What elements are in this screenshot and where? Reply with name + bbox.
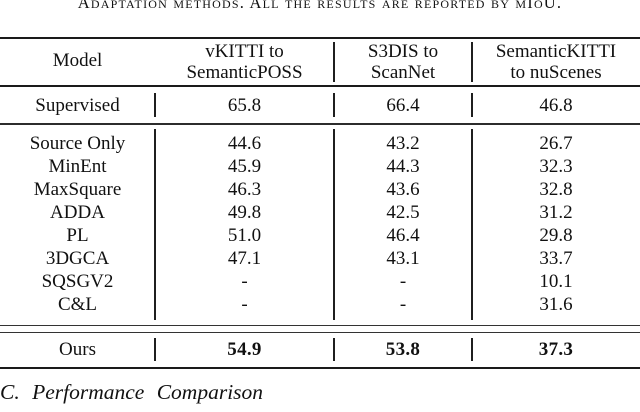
cell-value: 44.6 bbox=[227, 133, 262, 154]
table-row: C&L - - 31.6 bbox=[0, 293, 640, 316]
double-rule-bottom bbox=[0, 331, 640, 333]
cell-value: 66.4 bbox=[386, 94, 420, 116]
row-label: SQSGV2 bbox=[41, 271, 114, 292]
cell-value-bold: 53.8 bbox=[385, 339, 421, 360]
column-divider bbox=[471, 42, 473, 82]
cell-value-bold: 37.3 bbox=[538, 339, 574, 360]
table-row: PL 51.0 46.4 29.8 bbox=[0, 224, 640, 247]
cell-value: 32.8 bbox=[539, 179, 573, 200]
cell-value: - bbox=[241, 294, 248, 315]
column-divider bbox=[333, 129, 335, 320]
cell-value: - bbox=[399, 271, 407, 292]
cell-value: 10.1 bbox=[539, 271, 573, 292]
header-col2-line2: SemanticPOSS bbox=[186, 62, 303, 83]
table-row: MinEnt 45.9 44.3 32.3 bbox=[0, 155, 640, 178]
cell-value: 51.0 bbox=[227, 225, 262, 246]
table-row-supervised: Supervised 65.8 66.4 46.8 bbox=[0, 88, 640, 124]
table-row: MaxSquare 46.3 43.6 32.8 bbox=[0, 178, 640, 201]
cell-value: 49.8 bbox=[227, 202, 262, 223]
header-col3-line2: ScanNet bbox=[370, 62, 436, 83]
table-row: SQSGV2 - - 10.1 bbox=[0, 270, 640, 293]
row-label: PL bbox=[66, 225, 89, 246]
column-divider bbox=[471, 129, 473, 320]
table-header-row: Model vKITTI to SemanticPOSS S3DIS to Sc… bbox=[0, 39, 640, 85]
cell-value: 43.1 bbox=[386, 248, 420, 269]
table-row-ours: Ours 54.9 53.8 37.3 bbox=[0, 333, 640, 367]
header-col2-line1: vKITTI to bbox=[205, 41, 284, 62]
header-col3-line1: S3DIS to bbox=[367, 41, 439, 62]
cell-value: 43.2 bbox=[386, 133, 420, 154]
cell-value: 42.5 bbox=[386, 202, 420, 223]
cell-value: 31.2 bbox=[539, 202, 573, 223]
cell-value-bold: 54.9 bbox=[227, 339, 262, 360]
cell-value: 29.8 bbox=[539, 225, 573, 246]
cell-value: 44.3 bbox=[386, 156, 420, 177]
cell-value: 33.7 bbox=[539, 248, 573, 269]
section-heading: C. Performance Comparison bbox=[0, 380, 264, 404]
double-rule-top bbox=[0, 325, 640, 327]
table-bottom-rule bbox=[0, 366, 640, 369]
cell-value: - bbox=[241, 271, 248, 292]
header-vkitti-semanticposs: vKITTI to SemanticPOSS bbox=[155, 39, 334, 85]
column-divider bbox=[333, 42, 335, 82]
row-label: MaxSquare bbox=[33, 179, 122, 200]
header-semantickitti-nuscenes: SemanticKITTI to nuScenes bbox=[472, 39, 640, 85]
cell-value: 45.9 bbox=[227, 156, 262, 177]
method-rows-block: Source Only 44.6 43.2 26.7 MinEnt 45.9 4… bbox=[0, 125, 640, 325]
header-col4-line2: to nuScenes bbox=[510, 62, 602, 83]
cell-value: 46.3 bbox=[227, 179, 262, 200]
cell-value: 32.3 bbox=[539, 156, 573, 177]
row-label: Supervised bbox=[35, 94, 120, 116]
header-separator-rule bbox=[0, 85, 640, 88]
table-row: Source Only 44.6 43.2 26.7 bbox=[0, 132, 640, 155]
cell-value: 43.6 bbox=[386, 179, 420, 200]
header-col4-line1: SemanticKITTI bbox=[495, 41, 617, 62]
header-model: Model bbox=[52, 50, 103, 71]
column-divider bbox=[154, 129, 156, 320]
column-divider bbox=[471, 338, 473, 361]
method-rows: Source Only 44.6 43.2 26.7 MinEnt 45.9 4… bbox=[0, 132, 640, 316]
cell-value: 26.7 bbox=[539, 133, 573, 154]
cell-value: 46.8 bbox=[539, 94, 573, 116]
column-divider bbox=[471, 92, 473, 117]
row-label: C&L bbox=[57, 294, 98, 315]
column-divider bbox=[154, 338, 156, 361]
column-divider bbox=[333, 338, 335, 361]
row-label: Ours bbox=[59, 339, 96, 360]
table-row: 3DGCA 47.1 43.1 33.7 bbox=[0, 247, 640, 270]
row-label: ADDA bbox=[50, 202, 105, 223]
table-caption: Adaptation methods. All the results are … bbox=[77, 0, 563, 12]
cell-value: 31.6 bbox=[539, 294, 573, 315]
supervised-separator-rule bbox=[0, 123, 640, 125]
header-s3dis-scannet: S3DIS to ScanNet bbox=[334, 39, 472, 85]
cell-value: 65.8 bbox=[227, 94, 262, 116]
column-divider bbox=[154, 92, 156, 117]
row-label: 3DGCA bbox=[45, 248, 110, 269]
cell-value: 47.1 bbox=[227, 248, 262, 269]
cell-value: 46.4 bbox=[386, 225, 420, 246]
row-label: MinEnt bbox=[48, 156, 107, 177]
table-row: ADDA 49.8 42.5 31.2 bbox=[0, 201, 640, 224]
row-label: Source Only bbox=[29, 133, 126, 154]
table-top-rule bbox=[0, 37, 640, 40]
cell-value: - bbox=[399, 294, 407, 315]
column-divider bbox=[333, 92, 335, 117]
